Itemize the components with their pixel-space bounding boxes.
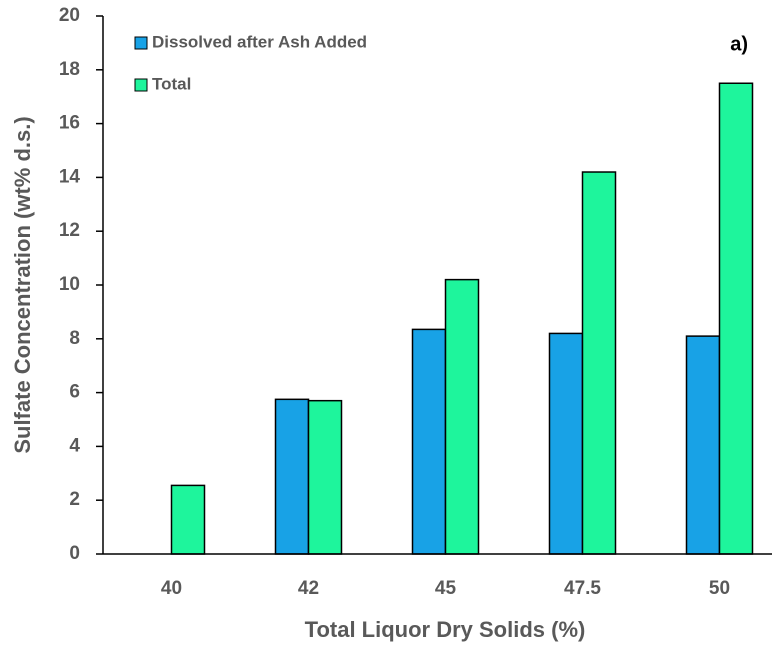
legend-label: Dissolved after Ash Added — [152, 32, 367, 51]
bar — [548, 332, 584, 555]
x-tick-label: 40 — [161, 578, 182, 599]
bar — [307, 399, 343, 555]
y-tick-label: 10 — [59, 274, 80, 295]
y-tick-label: 12 — [59, 220, 80, 241]
y-axis-title: Sulfate Concentration (wt% d.s.) — [10, 116, 35, 453]
x-tick-label: 47.5 — [564, 578, 601, 599]
y-tick-label: 2 — [69, 489, 80, 510]
y-tick-label: 18 — [59, 59, 80, 80]
bar — [411, 328, 447, 555]
bar — [170, 484, 206, 555]
legend-label: Total — [152, 74, 191, 93]
annotation: a) — [730, 33, 748, 55]
legend-swatch — [134, 78, 148, 92]
y-tick-label: 6 — [69, 382, 80, 403]
x-tick-label: 42 — [298, 578, 319, 599]
x-tick-label: 50 — [709, 578, 730, 599]
legend-swatch — [134, 36, 148, 50]
y-tick-label: 20 — [59, 5, 80, 26]
y-tick-label: 4 — [69, 435, 80, 456]
x-axis-title: Total Liquor Dry Solids (%) — [305, 617, 586, 642]
bar — [718, 82, 754, 555]
y-tick-label: 8 — [69, 328, 80, 349]
bar — [685, 335, 721, 555]
y-tick-label: 16 — [59, 113, 80, 134]
y-tick-label: 0 — [69, 543, 80, 564]
bar — [274, 398, 310, 555]
x-tick-label: 45 — [435, 578, 457, 599]
bar — [444, 278, 480, 555]
bar — [581, 171, 617, 555]
y-tick-label: 14 — [59, 166, 81, 187]
